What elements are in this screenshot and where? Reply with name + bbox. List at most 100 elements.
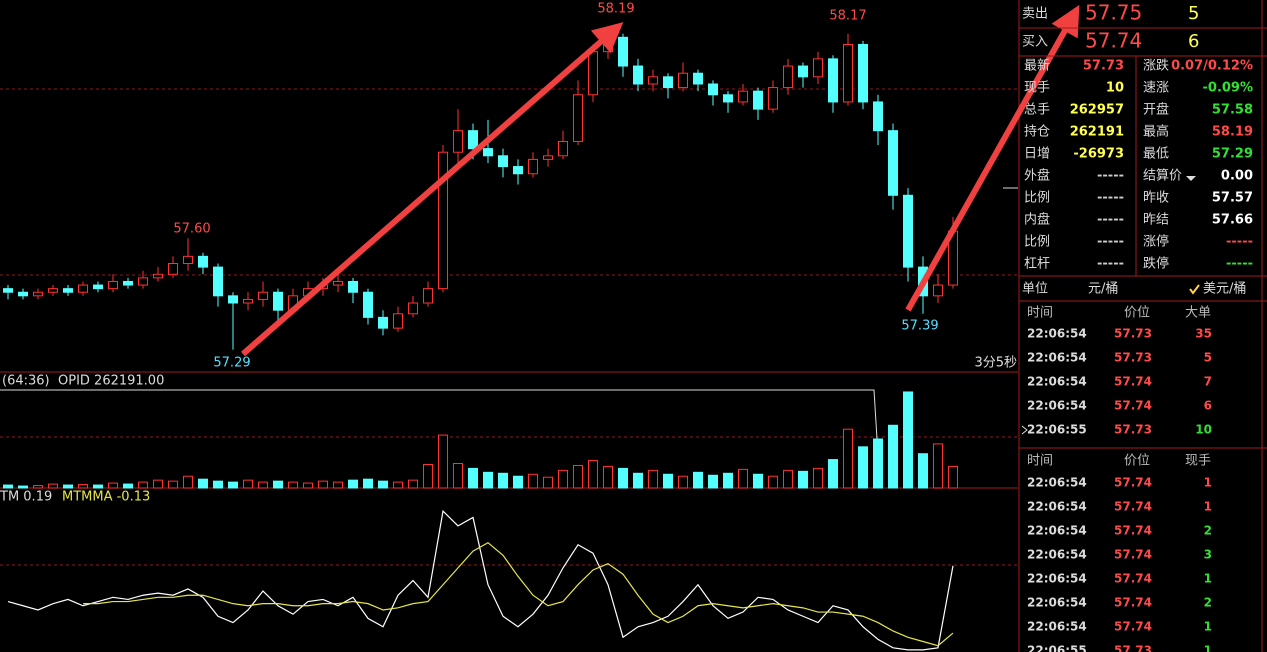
candle-body <box>513 166 523 175</box>
candle-body <box>618 36 628 67</box>
candle-body <box>138 277 148 286</box>
volume-bar <box>633 472 643 489</box>
candle-body <box>753 90 763 110</box>
stat-value: -26973 <box>1073 147 1124 162</box>
candle-body <box>498 155 508 168</box>
trade-volume: 2 <box>1204 596 1212 610</box>
candle-body <box>63 288 73 293</box>
candle-body <box>228 295 238 304</box>
volume-bar <box>18 485 28 489</box>
volume-bar <box>318 480 328 489</box>
trade-price: 57.73 <box>1114 644 1152 652</box>
volume-bar <box>483 471 493 489</box>
low-label: 57.39 <box>901 319 938 334</box>
high-label: 58.19 <box>597 2 634 17</box>
candle-body <box>378 316 388 329</box>
trade-time: 22:06:54 <box>1027 375 1087 389</box>
candle-body <box>123 280 133 286</box>
stat-value: 0.00 <box>1221 169 1253 184</box>
candle-body <box>93 284 103 290</box>
trade-volume: 1 <box>1204 500 1212 514</box>
stat-value: ----- <box>1226 235 1253 250</box>
volume-bar <box>708 474 718 489</box>
volume-bar <box>753 473 763 489</box>
opid-label: OPID 262191.00 <box>58 374 164 389</box>
volume-bar <box>423 463 433 489</box>
stat-label: 比例 <box>1024 235 1050 250</box>
candle-body <box>213 266 223 297</box>
volume-bar <box>183 475 193 489</box>
annotation-arrow <box>241 22 624 357</box>
trade-price: 57.74 <box>1114 524 1152 538</box>
stat-value: 262957 <box>1070 103 1124 118</box>
candle-body <box>723 94 733 103</box>
candle-body <box>453 130 463 153</box>
volume-bar <box>813 467 823 489</box>
stat-value: -0.09% <box>1203 81 1254 96</box>
trade-volume: 1 <box>1204 476 1212 490</box>
volume-bar <box>93 484 103 489</box>
volume-bar <box>213 480 223 489</box>
volume-bar <box>843 428 853 489</box>
volume-bar <box>858 446 868 489</box>
trade-price: 57.74 <box>1114 500 1152 514</box>
volume-bar <box>933 443 943 489</box>
ask-label: 卖出 <box>1022 7 1048 22</box>
candle-body <box>333 280 343 286</box>
volume-bar <box>738 468 748 489</box>
stat-value: ----- <box>1097 257 1124 272</box>
unit-option[interactable]: 元/桶 <box>1088 282 1118 297</box>
trade-volume: 10 <box>1195 423 1212 437</box>
volume-bar <box>153 479 163 489</box>
table-header: 时间 <box>1027 306 1053 321</box>
volume-bar <box>603 465 613 489</box>
check-icon[interactable] <box>1189 284 1200 295</box>
trade-time: 22:06:55 <box>1027 423 1087 437</box>
trade-time: 22:06:54 <box>1027 548 1087 562</box>
stat-value: 57.57 <box>1212 191 1253 206</box>
volume-bar <box>3 484 13 489</box>
candle-body <box>423 288 433 304</box>
mtm-lines <box>7 509 954 651</box>
volume-bar <box>33 485 43 489</box>
ask-volume: 5 <box>1188 3 1199 24</box>
stat-label: 外盘 <box>1024 168 1050 184</box>
stat-label: 涨跌 <box>1143 58 1169 74</box>
dropdown-icon[interactable] <box>1186 176 1196 181</box>
stat-value: 57.29 <box>1212 147 1253 162</box>
candle-body <box>888 130 898 196</box>
volume-bar <box>828 459 838 489</box>
unit-label: 单位 <box>1022 282 1048 297</box>
candle-body <box>3 288 13 293</box>
bid-volume: 6 <box>1188 31 1199 52</box>
candle-body <box>243 298 253 304</box>
candle-body <box>153 273 163 279</box>
volume-bar <box>438 434 448 489</box>
volume-bar <box>138 481 148 489</box>
annotation-arrow <box>905 4 1080 312</box>
volume-bar <box>693 471 703 489</box>
candle-body <box>438 151 448 290</box>
stat-value: ----- <box>1097 213 1124 228</box>
stat-label: 跌停 <box>1143 256 1169 272</box>
table-header: 大单 <box>1185 306 1211 321</box>
volume-bar <box>363 478 373 489</box>
candle-body <box>468 130 478 150</box>
trade-time: 22:06:55 <box>1027 644 1087 652</box>
volume-bar <box>528 473 538 489</box>
volume-bar <box>243 479 253 489</box>
stat-value: 58.19 <box>1212 125 1253 140</box>
stat-value: 57.66 <box>1212 213 1253 228</box>
trade-price: 57.74 <box>1114 399 1152 413</box>
stat-value: 10 <box>1106 81 1124 96</box>
volume-bar <box>228 481 238 489</box>
stat-label: 现手 <box>1024 81 1050 96</box>
trade-time: 22:06:54 <box>1027 620 1087 634</box>
mtm-line <box>7 509 954 651</box>
stat-label: 最高 <box>1143 124 1169 140</box>
unit-option[interactable]: 美元/桶 <box>1203 282 1246 297</box>
candle-body <box>558 140 568 157</box>
volume-bar <box>543 476 553 489</box>
volume-bar <box>723 472 733 489</box>
candle-body <box>78 284 88 293</box>
